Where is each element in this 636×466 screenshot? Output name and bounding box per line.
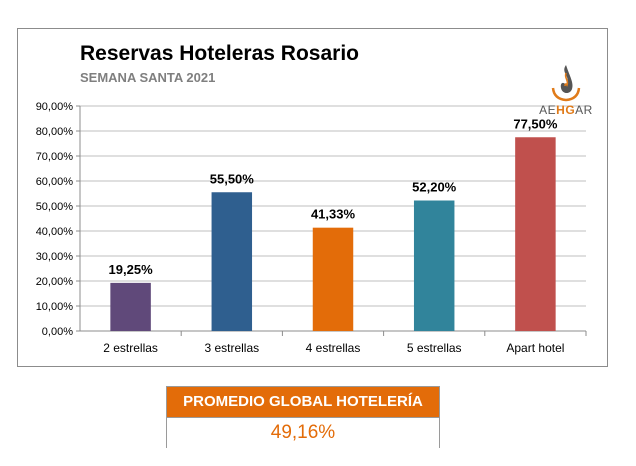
bar — [413, 200, 455, 331]
y-tick-label: 30,00% — [36, 251, 74, 263]
y-tick-label: 10,00% — [36, 301, 74, 313]
data-label: 55,50% — [210, 171, 255, 186]
y-tick-label: 40,00% — [36, 226, 74, 238]
y-tick-label: 20,00% — [36, 276, 74, 288]
bar — [312, 227, 354, 331]
chart-subtitle: SEMANA SANTA 2021 — [80, 70, 215, 85]
summary-value: 49,16% — [167, 417, 439, 448]
bar-chart: Reservas Hoteleras Rosario SEMANA SANTA … — [36, 42, 587, 355]
bar — [515, 137, 556, 331]
x-tick-label: 5 estrellas — [407, 341, 462, 355]
labels: 0,00% 10,00% 20,00% 30,00% 40,00% 50,00% 60,00… — [36, 101, 565, 355]
x-tick-label: 2 estrellas — [103, 341, 158, 355]
logo-text-suffix: AR — [575, 103, 593, 117]
summary-box: PROMEDIO GLOBAL HOTELERÍA 49,16% — [166, 386, 440, 448]
summary-label: PROMEDIO GLOBAL HOTELERÍA — [167, 387, 439, 417]
flame-icon — [551, 65, 581, 102]
y-tick-label: 0,00% — [42, 326, 73, 338]
bar — [110, 282, 151, 331]
y-tick-label: 60,00% — [36, 176, 74, 188]
data-label: 52,20% — [412, 180, 457, 195]
chart-title: Reservas Hoteleras Rosario — [80, 42, 359, 65]
x-tick-label: 4 estrellas — [306, 341, 361, 355]
y-tick-label: 50,00% — [36, 201, 74, 213]
data-label: 41,33% — [311, 207, 356, 222]
aehgar-logo: AEHGAR — [536, 61, 596, 119]
logo-text-highlight: HG — [556, 103, 576, 117]
logo-text-prefix: AE — [539, 103, 557, 117]
y-tick-label: 90,00% — [36, 101, 74, 113]
data-label: 19,25% — [109, 262, 154, 277]
x-tick-label: Apart hotel — [506, 341, 564, 355]
y-tick-label: 70,00% — [36, 151, 74, 163]
bar — [211, 192, 253, 331]
x-tick-label: 3 estrellas — [204, 341, 259, 355]
logo-text: AEHGAR — [536, 103, 596, 117]
data-label: 77,50% — [513, 116, 558, 131]
chart-frame: Reservas Hoteleras Rosario SEMANA SANTA … — [17, 28, 608, 367]
bars — [110, 137, 556, 331]
y-tick-label: 80,00% — [36, 126, 74, 138]
